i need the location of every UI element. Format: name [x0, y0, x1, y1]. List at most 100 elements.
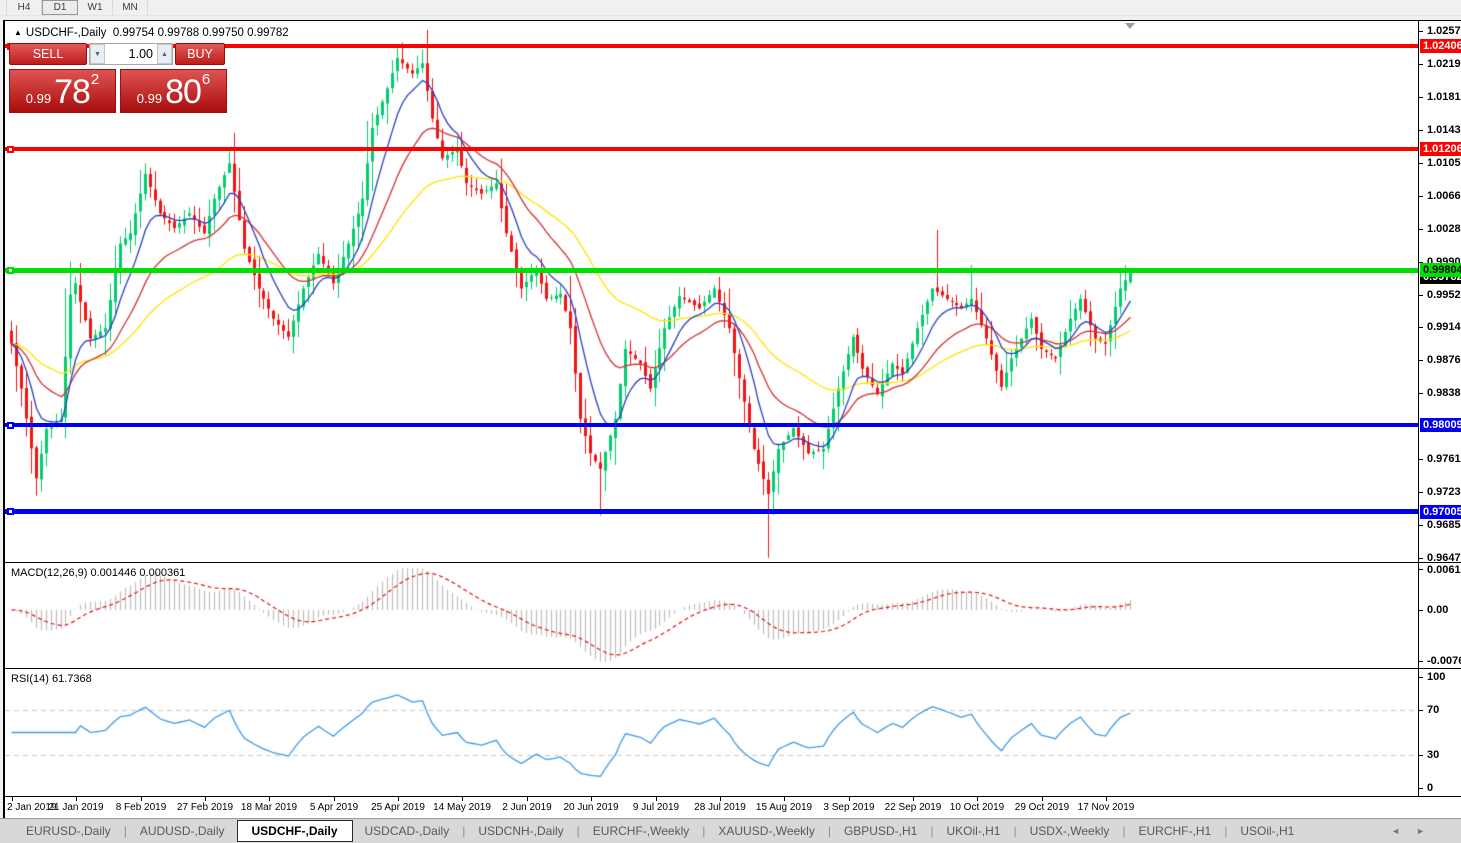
trade-buttons-row: SELL ▼ 1.00 ▲ BUY [9, 43, 227, 65]
buy-price-small: 0.99 [136, 91, 163, 106]
date-label: 25 Apr 2019 [371, 802, 425, 813]
line-handle-icon[interactable] [7, 421, 14, 429]
date-label: 20 Jun 2019 [563, 802, 619, 813]
price-tick [1419, 295, 1423, 296]
tab-gbpusd-h1[interactable]: GBPUSD-,H1 [843, 824, 918, 838]
price-panel[interactable]: ▲ USDCHF-,Daily 0.99754 0.99788 0.99750 0… [5, 21, 1418, 563]
price-tick [1419, 360, 1423, 361]
date-tick [913, 797, 914, 801]
date-label: 9 Jul 2019 [632, 802, 680, 813]
sell-price-small: 0.99 [25, 91, 52, 106]
tabs-scroll-arrows: ◄ ► [1391, 826, 1425, 836]
chart-shift-marker-icon[interactable] [1125, 23, 1135, 29]
macd-axis-label: 0.00 [1427, 604, 1449, 616]
date-label: 3 Sep 2019 [823, 802, 875, 813]
volume-input[interactable]: 1.00 [105, 44, 157, 64]
volume-up-button[interactable]: ▲ [157, 44, 172, 64]
tab-eurchf-h1[interactable]: EURCHF-,H1 [1138, 824, 1212, 838]
one-click-trade-panel: SELL ▼ 1.00 ▲ BUY 0.99 78 2 0.99 [9, 43, 227, 113]
tab-separator: | [1013, 824, 1017, 838]
line-handle-icon[interactable] [7, 508, 14, 515]
macd-canvas[interactable] [5, 563, 1418, 668]
rsi-axis-label: 30 [1427, 749, 1440, 761]
tab-audusd-daily[interactable]: AUDUSD-,Daily [139, 824, 225, 838]
date-tick [334, 797, 335, 801]
price-tick [1419, 525, 1423, 526]
buy-button[interactable]: BUY [175, 43, 225, 65]
chart-title: ▲ USDCHF-,Daily 0.99754 0.99788 0.99750 0… [14, 27, 289, 39]
timeframe-button-w1[interactable]: W1 [78, 0, 113, 15]
tab-xauusd-weekly[interactable]: XAUUSD-,Weekly [718, 824, 815, 838]
horizontal-line-1.01206[interactable] [5, 145, 1418, 153]
date-tick [398, 797, 399, 801]
date-axis[interactable]: 2 Jan 2019 21 Jan 2019 8 Feb 2019 27 Feb 20… [5, 797, 1460, 816]
horizontal-line-0.99804[interactable] [5, 267, 1418, 274]
date-tick [12, 797, 13, 801]
volume-down-button[interactable]: ▼ [90, 44, 105, 64]
date-tick [656, 797, 657, 801]
rsi-axis[interactable]: 100 70 30 0 [1418, 669, 1461, 797]
tab-usdcnh-daily[interactable]: USDCNH-,Daily [478, 824, 564, 838]
tab-usdchf-daily[interactable]: USDCHF-,Daily [236, 820, 353, 842]
date-label: 10 Oct 2019 [949, 802, 1005, 813]
rsi-axis-label: 70 [1427, 704, 1440, 716]
tab-separator: | [1224, 824, 1228, 838]
tab-separator: | [827, 824, 831, 838]
timeframe-button-mn[interactable]: MN [113, 0, 148, 15]
tabs-scroll-left-icon[interactable]: ◄ [1391, 826, 1401, 836]
price-tick [1419, 459, 1423, 460]
date-label: 2 Jun 2019 [502, 802, 552, 813]
price-axis[interactable]: 1.02570 1.02190 1.01810 1.01430 1.01050 1.006… [1418, 21, 1461, 564]
price-badge: 0.98009 [1420, 418, 1461, 432]
line-handle-icon[interactable] [7, 145, 14, 153]
trade-price-tiles: 0.99 78 2 0.99 80 6 [9, 69, 227, 113]
timeframe-button-d1[interactable]: D1 [42, 0, 78, 15]
tab-usoil-h1[interactable]: USOil-,H1 [1240, 824, 1295, 838]
date-label: 2 Jan 2019 [7, 802, 57, 813]
tabs-scroll-right-icon[interactable]: ► [1416, 826, 1425, 836]
line-handle-icon[interactable] [7, 267, 14, 274]
date-label: 22 Sep 2019 [884, 802, 942, 813]
price-chart-canvas[interactable] [5, 21, 1418, 562]
macd-axis-label: -0.00761 [1427, 655, 1461, 667]
volume-stepper: ▼ 1.00 ▲ [89, 43, 173, 65]
collapse-arrow-icon[interactable]: ▲ [14, 28, 22, 37]
date-tick [784, 797, 785, 801]
chart-symbol: USDCHF-,Daily [25, 27, 107, 39]
macd-values: 0.001446 0.000361 [90, 567, 186, 579]
date-label: 8 Feb 2019 [115, 802, 167, 813]
price-axis-label: 1.01050 [1427, 157, 1461, 169]
tab-separator: | [462, 824, 466, 838]
macd-panel[interactable]: MACD(12,26,9) 0.001446 0.000361 [5, 563, 1418, 669]
tab-separator: | [123, 824, 127, 838]
price-badge: 0.97005 [1420, 505, 1461, 519]
macd-tick [1419, 569, 1423, 570]
tab-ukoil-h1[interactable]: UKOil-,H1 [946, 824, 1001, 838]
tab-eurusd-daily[interactable]: EURUSD-,Daily [26, 824, 111, 838]
rsi-tick [1419, 677, 1423, 678]
tab-separator: | [576, 824, 580, 838]
horizontal-line-0.98009[interactable] [5, 421, 1418, 429]
rsi-canvas[interactable] [5, 669, 1418, 796]
date-tick [720, 797, 721, 801]
tab-usdcad-daily[interactable]: USDCAD-,Daily [364, 824, 450, 838]
sell-button[interactable]: SELL [9, 43, 87, 65]
timeframe-button-h4[interactable]: H4 [6, 0, 42, 15]
horizontal-line-0.97005[interactable] [5, 508, 1418, 515]
price-tick [1419, 262, 1423, 263]
macd-axis[interactable]: 0.00613 0.00 -0.00761 [1418, 563, 1461, 669]
date-label: 28 Jul 2019 [694, 802, 746, 813]
buy-price-big: 80 [165, 73, 202, 111]
sell-price-big: 78 [54, 73, 91, 111]
tab-usdx-weekly[interactable]: USDX-,Weekly [1029, 824, 1110, 838]
date-tick [977, 797, 978, 801]
sell-price-tile[interactable]: 0.99 78 2 [9, 69, 116, 113]
price-tick [1419, 97, 1423, 98]
rsi-panel[interactable]: RSI(14) 61.7368 [5, 669, 1418, 797]
buy-price-tile[interactable]: 0.99 80 6 [120, 69, 227, 113]
tab-eurchf-weekly[interactable]: EURCHF-,Weekly [592, 824, 690, 838]
